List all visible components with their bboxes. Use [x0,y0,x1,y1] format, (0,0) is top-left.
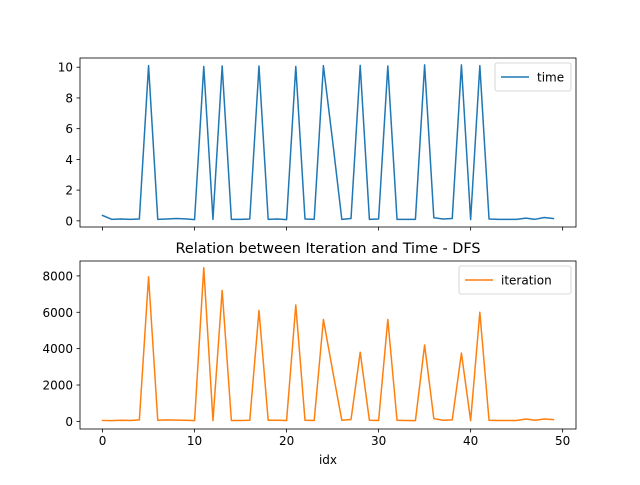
series-line-time [101,64,555,221]
legend: time [494,62,572,92]
axes-frame [79,57,577,228]
y-tick-label: 2 [65,184,73,198]
legend-label-time: time [537,71,564,85]
axes-frame [79,260,577,430]
y-tick-label: 8 [65,91,73,105]
x-axis-label: idx [319,453,337,467]
legend: iteration [458,265,572,295]
series-line-iteration [101,266,555,422]
axes-2: 0 10 20 30 40 50 0 2000 4000 6000 8000 Relation bet… [42,241,577,467]
x-tick-label: 0 [99,434,107,448]
y-tick-label: 4000 [42,342,73,356]
y-tick-label: 8000 [42,269,73,283]
legend-box [494,62,572,92]
x-tick-label: 10 [187,434,202,448]
chart-title: Relation between Iteration and Time - DF… [175,241,480,257]
y-tick-label: 6 [65,122,73,136]
x-tick-label: 20 [279,434,294,448]
y-tick-label: 6000 [42,306,73,320]
legend-box [458,265,572,295]
y-tick-label: 4 [65,153,73,167]
x-tick-label: 50 [555,434,570,448]
y-tick-label: 10 [58,61,73,75]
x-tick-label: 30 [371,434,386,448]
legend-label-iteration: iteration [501,274,552,288]
y-tick-label: 2000 [42,379,73,393]
x-tick-label: 40 [463,434,478,448]
axes-1: 0 2 4 6 8 10 time [58,57,577,231]
y-tick-label: 0 [65,415,73,429]
y-tick-label: 0 [65,214,73,228]
